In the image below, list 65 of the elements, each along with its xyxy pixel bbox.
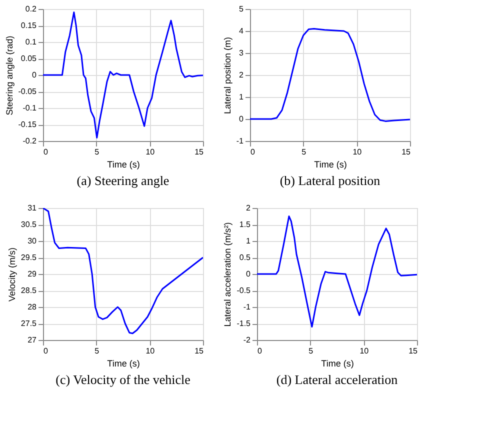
y-tick-label: -1.5 <box>236 319 252 328</box>
x-axis-title: Time (s) <box>314 160 347 170</box>
y-tick-label: 31 <box>28 204 38 212</box>
y-tick-label: 27 <box>28 336 38 344</box>
y-tick-label: 28 <box>28 302 38 312</box>
x-tick-label: 5 <box>94 148 100 156</box>
text: (c) Velocity of the vehicle <box>56 372 191 387</box>
x-tick-label: 10 <box>146 346 156 356</box>
text: (b) Lateral position <box>280 173 381 188</box>
y-tick-label: 29.5 <box>20 253 38 262</box>
y-tick-label: 0.5 <box>239 253 252 262</box>
y-tick-label: 0 <box>32 70 38 80</box>
x-tick-label: 10 <box>360 346 370 356</box>
x-tick-label: 0 <box>44 346 48 356</box>
x-tick-label: 5 <box>94 346 100 356</box>
line-series <box>257 216 417 328</box>
y-axis-title: Steering angle (rad) <box>4 36 14 116</box>
y-tick-label: -2 <box>243 336 252 344</box>
y-tick-label: 30.5 <box>20 220 38 229</box>
y-tick-label: 0 <box>246 270 252 278</box>
x-tick-label: 5 <box>308 346 314 356</box>
y-tick-label: -0.15 <box>18 120 38 129</box>
y-tick-label: 0.2 <box>25 4 38 14</box>
x-tick-label: 10 <box>146 148 156 156</box>
x-tick-label: 10 <box>352 148 362 156</box>
line-series <box>250 28 410 122</box>
x-tick-label: 15 <box>194 148 204 156</box>
x-tick-label: 15 <box>194 346 204 356</box>
x-tick-label: 0 <box>258 346 262 356</box>
y-tick-label: 28.5 <box>20 286 38 295</box>
y-tick-label: 1.5 <box>239 220 252 229</box>
text: (d) Lateral acceleration <box>276 372 398 387</box>
y-tick-label: -0.05 <box>18 87 38 96</box>
y-tick-label: 0 <box>239 114 244 124</box>
line-series <box>43 208 203 334</box>
x-axis-title: Time (s) <box>107 160 140 170</box>
x-axis-title: Time (s) <box>107 358 140 368</box>
y-tick-label: -1 <box>243 302 252 312</box>
y-tick-label: 2 <box>239 70 244 80</box>
y-axis-title: Lateral position (m) <box>222 36 232 114</box>
y-tick-label: 0.05 <box>20 54 38 63</box>
y-tick-label: 0.1 <box>25 38 38 46</box>
y-tick-label: 29 <box>28 270 38 278</box>
y-tick-label: 1 <box>239 92 244 102</box>
y-tick-label: -0.5 <box>236 286 252 295</box>
y-tick-label: 27.5 <box>20 319 38 328</box>
x-tick-label: 5 <box>302 148 307 156</box>
text: (a) Steering angle <box>76 173 170 188</box>
y-tick-label: -0.1 <box>22 104 38 112</box>
x-tick-label: 0 <box>44 148 48 156</box>
y-tick-label: -1 <box>236 136 244 146</box>
line-series <box>43 12 203 138</box>
y-tick-label: 1 <box>246 236 252 246</box>
y-axis-title: Velocity (m/s) <box>6 247 17 302</box>
y-axis-title: Lateral acceleration (m/s²) <box>222 222 233 327</box>
y-tick-label: -0.2 <box>22 136 38 146</box>
x-tick-label: 15 <box>408 346 418 356</box>
y-tick-label: 5 <box>239 4 244 14</box>
x-tick-label: 15 <box>402 148 412 156</box>
y-tick-label: 30 <box>28 236 38 246</box>
y-tick-label: 4 <box>239 26 244 36</box>
y-tick-label: 2 <box>246 204 252 212</box>
y-tick-label: 3 <box>239 48 244 58</box>
x-axis-title: Time (s) <box>321 358 354 368</box>
y-tick-label: 0.15 <box>20 21 38 30</box>
